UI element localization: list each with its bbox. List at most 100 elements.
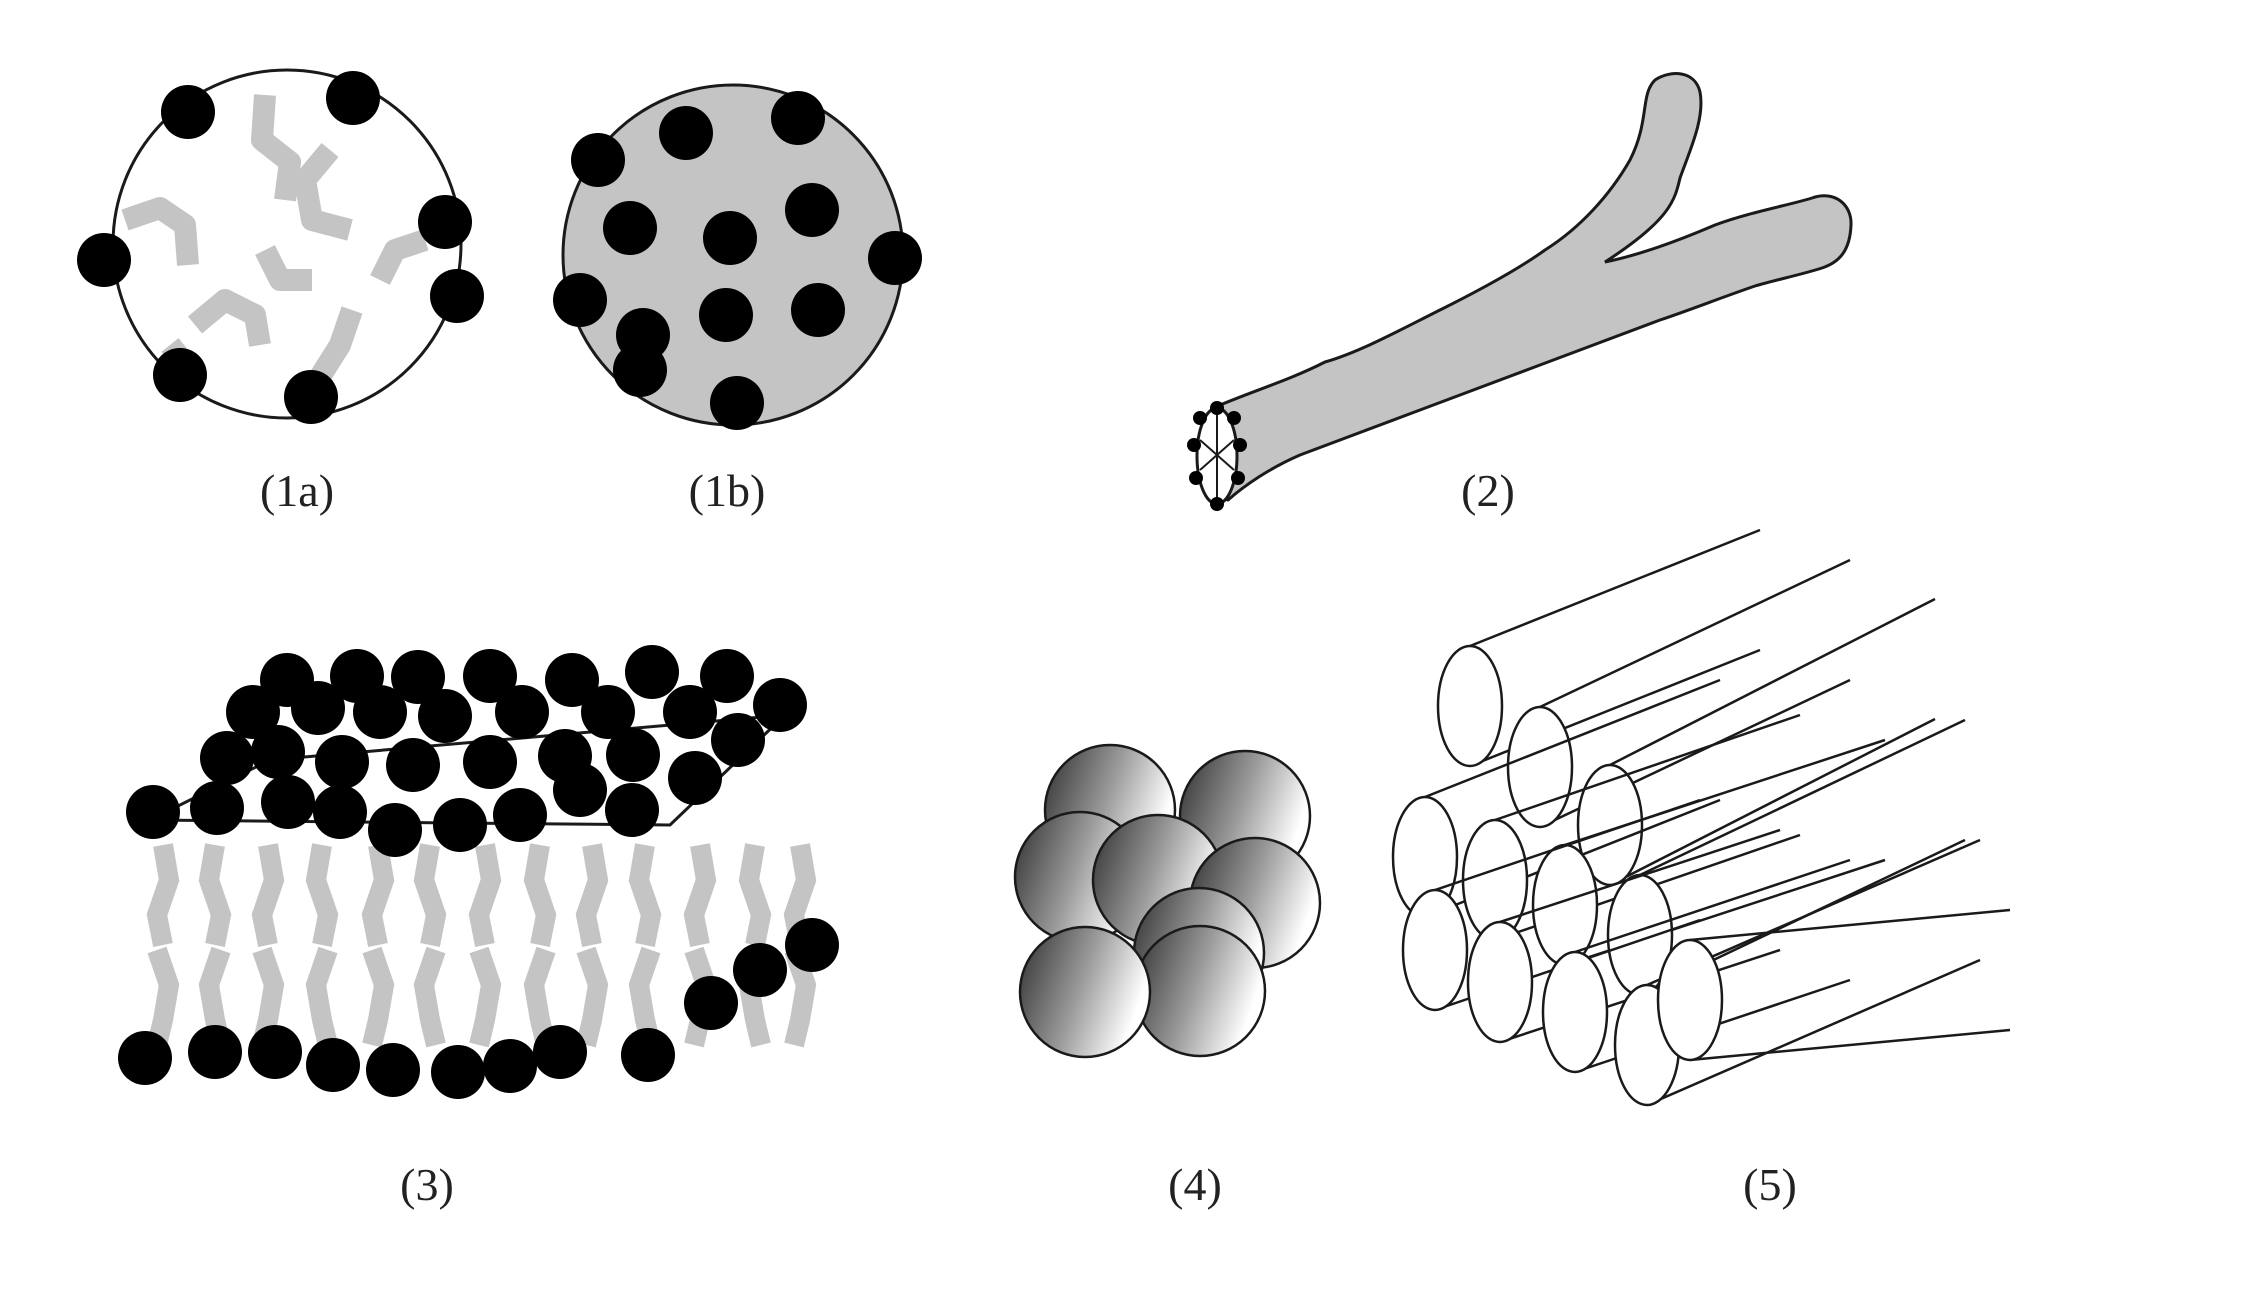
hydrophilic-head: [1193, 411, 1207, 425]
hydrophilic-head: [368, 803, 422, 857]
hydrophobic-tail-upper: [361, 843, 395, 947]
hydrophilic-head: [603, 201, 657, 255]
rod-edge: [1689, 1028, 2011, 1062]
hydrophobic-tail-upper: [146, 843, 180, 947]
hydrophilic-head: [785, 183, 839, 237]
hydrophilic-head: [291, 681, 345, 735]
hydrophilic-head: [1210, 401, 1224, 415]
hydrophilic-head: [581, 685, 635, 739]
hydrophilic-head: [188, 1025, 242, 1079]
micelle-tails: [121, 94, 429, 386]
hydrophilic-head: [553, 763, 607, 817]
micelle-heads: [553, 91, 922, 430]
packed-sphere: [1018, 925, 1152, 1059]
hydrophilic-head: [753, 678, 807, 732]
hydrophilic-head: [261, 775, 315, 829]
packed-rod: [1576, 597, 1936, 887]
hydrophilic-head: [391, 650, 445, 704]
hydrophilic-head: [313, 785, 367, 839]
hydrophilic-head: [684, 976, 738, 1030]
hydrophilic-head: [430, 269, 484, 323]
hydrophilic-head: [625, 645, 679, 699]
hydrophilic-head: [613, 343, 667, 397]
hydrophilic-head: [1187, 438, 1201, 452]
rod-end-face: [1656, 938, 1724, 1062]
rod-edge: [1689, 908, 2011, 942]
rod-end-face: [1541, 950, 1609, 1074]
packed-sphere: [1133, 924, 1267, 1058]
hydrophilic-head: [659, 106, 713, 160]
hydrophobic-tail-lower: [576, 946, 609, 1048]
rod-edge: [1539, 558, 1851, 709]
packed-rod: [1541, 858, 1851, 1074]
rod-edge: [1469, 528, 1761, 648]
hydrophilic-head: [1189, 471, 1203, 485]
hydrophobic-tail: [121, 197, 199, 266]
bilayer-heads: [118, 645, 839, 1099]
hydrophilic-head: [248, 1025, 302, 1079]
hydrophobic-tail-lower: [469, 946, 502, 1048]
hydrophobic-tail-lower: [362, 946, 395, 1048]
rod-edge: [1424, 678, 1721, 799]
rod-end-face: [1506, 705, 1574, 829]
hydrophobic-tail-lower: [305, 946, 338, 1048]
hydrophilic-head: [703, 211, 757, 265]
hydrophilic-head: [153, 348, 207, 402]
hydrophilic-head: [621, 1028, 675, 1082]
rod-edge: [1646, 958, 1981, 1107]
hydrophobic-tail-lower: [413, 946, 446, 1048]
packed-rod: [1613, 838, 1981, 1107]
panel-3-bilayer: [118, 645, 839, 1099]
hydrophobic-tail: [187, 289, 271, 347]
hydrophilic-head: [418, 689, 472, 743]
hydrophobic-tail: [308, 306, 363, 386]
panel-label-1a: (1a): [260, 465, 334, 516]
hydrophilic-head: [284, 370, 338, 424]
rod-end-face: [1401, 888, 1469, 1012]
packed-rods: [1391, 528, 2011, 1107]
panel-1b-micelle: [553, 83, 922, 430]
worm-end-cap-detail: [1199, 410, 1235, 502]
hydrophilic-head: [733, 943, 787, 997]
hydrophobic-tail: [251, 94, 301, 202]
rod-end-face: [1466, 920, 1534, 1044]
micelle-heads: [77, 71, 484, 424]
hydrophilic-head: [699, 288, 753, 342]
hydrophilic-head: [1233, 438, 1247, 452]
hydrophilic-head: [533, 1025, 587, 1079]
hydrophilic-head: [463, 735, 517, 789]
hydrophilic-head: [433, 798, 487, 852]
panel-5-rod-packing: [1391, 528, 2011, 1107]
hydrophilic-head: [785, 918, 839, 972]
rod-end-face: [1436, 644, 1504, 768]
packed-rod: [1436, 528, 1761, 768]
hydrophilic-head: [418, 195, 472, 249]
hydrophilic-head: [126, 785, 180, 839]
hydrophilic-head: [386, 738, 440, 792]
hydrophilic-head: [711, 713, 765, 767]
hydrophilic-head: [771, 91, 825, 145]
hydrophilic-head: [118, 1031, 172, 1085]
hydrophobic-tail-upper: [738, 843, 772, 947]
packed-rod: [1506, 558, 1851, 829]
hydrophobic-tail: [370, 229, 429, 285]
hydrophilic-head: [663, 685, 717, 739]
hydrophobic-tail-upper: [305, 843, 339, 947]
panel-label-5: (5): [1743, 1159, 1797, 1210]
hydrophobic-tail: [294, 142, 353, 241]
hydrophilic-head: [306, 1038, 360, 1092]
hydrophilic-head: [605, 783, 659, 837]
hydrophobic-tail-upper: [575, 843, 609, 947]
rod-edge: [1609, 597, 1936, 767]
worm-end-heads: [1187, 401, 1247, 511]
hydrophilic-head: [431, 1045, 485, 1099]
hydrophilic-head: [571, 133, 625, 187]
hydrophobic-tail-lower: [147, 946, 180, 1048]
hydrophilic-head: [545, 653, 599, 707]
hydrophobic-tail-upper: [251, 843, 285, 947]
panel-1a-micelle: [77, 68, 484, 424]
panel-label-2: (2): [1461, 465, 1515, 516]
hydrophilic-head: [606, 728, 660, 782]
hydrophilic-head: [495, 685, 549, 739]
